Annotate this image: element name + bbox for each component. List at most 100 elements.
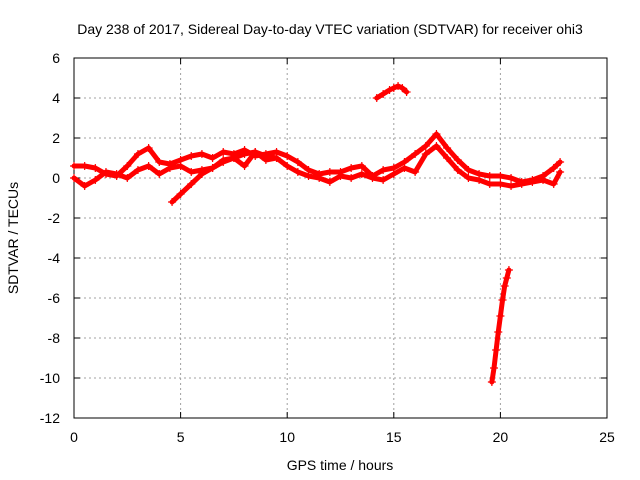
data-point (372, 94, 381, 102)
data-point (496, 180, 505, 188)
data-point (498, 296, 507, 304)
data-point (70, 174, 78, 182)
data-point (80, 162, 89, 170)
x-tick-label: 20 (493, 429, 509, 445)
data-point (293, 158, 302, 166)
data-point (315, 174, 324, 182)
series-high_arc (372, 82, 411, 102)
data-point (485, 172, 494, 180)
data-point (208, 164, 217, 172)
data-point (283, 152, 292, 160)
data-point (379, 166, 388, 174)
data-point (394, 82, 403, 90)
data-point (485, 180, 494, 188)
data-point (197, 170, 206, 178)
data-point (208, 154, 217, 162)
data-point (496, 172, 505, 180)
data-point (187, 180, 196, 188)
data-point (168, 198, 177, 206)
y-tick-label: 0 (52, 170, 60, 186)
data-point (187, 152, 196, 160)
series-rising_arc (168, 148, 281, 206)
data-point (443, 154, 452, 162)
data-point (389, 170, 398, 178)
data-point (490, 364, 499, 372)
data-point (379, 90, 388, 98)
data-point (144, 162, 153, 170)
y-axis-label: SDTVAR / TECUs (5, 182, 21, 294)
data-point (549, 164, 558, 172)
y-tick-label: 4 (52, 90, 60, 106)
series-low_arc (487, 266, 513, 386)
data-point (549, 180, 558, 188)
y-tick-label: 2 (52, 130, 60, 146)
x-tick-label: 15 (386, 429, 402, 445)
data-point (507, 174, 516, 182)
data-point (453, 156, 462, 164)
data-point (368, 174, 377, 182)
data-point (402, 88, 411, 96)
data-point (251, 148, 260, 156)
y-tick-label: -8 (48, 330, 61, 346)
data-point (304, 172, 313, 180)
data-marks (70, 82, 565, 386)
data-point (165, 164, 174, 172)
data-point (155, 158, 164, 166)
data-point (347, 164, 356, 172)
x-axis-label: GPS time / hours (287, 457, 394, 473)
data-point (475, 176, 484, 184)
data-point (91, 176, 100, 184)
x-tick-label: 10 (279, 429, 295, 445)
data-point (432, 142, 441, 150)
data-point (385, 86, 394, 94)
data-point (240, 150, 249, 158)
data-point (123, 162, 132, 170)
data-point (144, 144, 153, 152)
data-point (229, 154, 238, 162)
data-point (357, 170, 366, 178)
data-point (219, 148, 228, 156)
chart-title: Day 238 of 2017, Sidereal Day-to-day VTE… (77, 21, 583, 37)
data-point (379, 176, 388, 184)
data-point (496, 312, 505, 320)
data-point (91, 164, 100, 172)
data-point (283, 162, 292, 170)
data-point (500, 282, 509, 290)
data-point (101, 168, 110, 176)
data-point (261, 152, 270, 160)
y-tick-label: -12 (40, 410, 60, 426)
data-point (432, 130, 441, 138)
data-point (389, 84, 398, 92)
data-point (347, 174, 356, 182)
data-point (112, 170, 121, 178)
data-point (453, 166, 462, 174)
data-point (123, 174, 132, 182)
x-tick-label: 25 (599, 429, 615, 445)
data-point (556, 158, 565, 166)
data-point (421, 142, 430, 150)
grid-lines (74, 58, 607, 418)
data-point (411, 150, 420, 158)
data-point (325, 168, 334, 176)
y-tick-label: -10 (40, 370, 60, 386)
y-tick-label: -6 (48, 290, 61, 306)
data-point (197, 150, 206, 158)
data-point (70, 162, 78, 170)
series-line (71, 131, 563, 185)
y-tick-label: -4 (48, 250, 61, 266)
data-point (176, 162, 185, 170)
data-point (494, 328, 503, 336)
x-tick-label: 5 (177, 429, 185, 445)
data-point (487, 378, 496, 386)
data-point (464, 166, 473, 174)
data-point (133, 150, 142, 158)
data-point (325, 178, 334, 186)
data-point (219, 158, 228, 166)
data-point (504, 266, 513, 274)
data-point (272, 154, 281, 162)
data-point (176, 190, 185, 198)
series-main_b (70, 142, 565, 190)
plot-frame (73, 57, 608, 419)
data-point (293, 168, 302, 176)
